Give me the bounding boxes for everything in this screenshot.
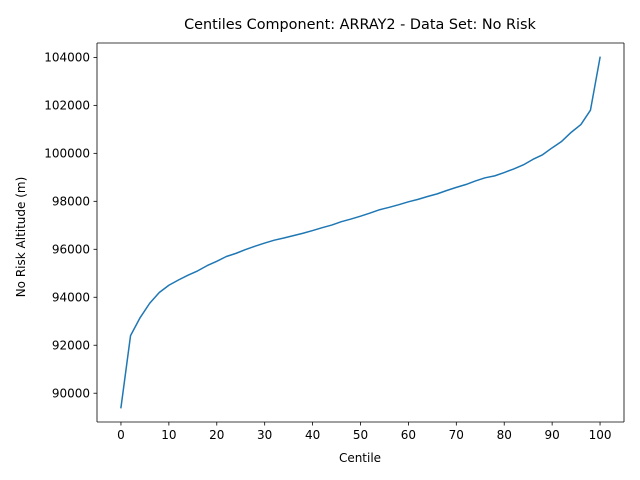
series-line-0	[120, 56, 601, 409]
x-tick-label: 100	[589, 428, 612, 442]
plot-area: 0 10 20 30 40 50 60 70 80 90 100 90000 92000 94000 960…	[44, 42, 625, 442]
y-tick-label: 92000	[52, 339, 90, 353]
y-tick-label: 98000	[52, 195, 90, 209]
x-tick-label: 60	[401, 428, 416, 442]
chart-title: Centiles Component: ARRAY2 - Data Set: N…	[184, 17, 536, 33]
y-tick-label: 102000	[44, 99, 90, 113]
y-tick-label: 96000	[52, 243, 90, 257]
y-axis-label: No Risk Altitude (m)	[14, 177, 28, 298]
x-tick-label: 80	[497, 428, 512, 442]
x-tick-label: 70	[449, 428, 464, 442]
x-tick-label: 10	[161, 428, 176, 442]
y-tick-label: 94000	[52, 291, 90, 305]
x-axis-label: Centile	[339, 451, 381, 465]
y-tick-label: 104000	[44, 51, 90, 65]
x-tick-label: 90	[544, 428, 559, 442]
y-tick-label: 90000	[52, 387, 90, 401]
x-tick-label: 0	[117, 428, 125, 442]
x-tick-label: 30	[257, 428, 272, 442]
y-tick-label: 100000	[44, 147, 90, 161]
x-tick-label: 40	[305, 428, 320, 442]
x-tick-label: 50	[353, 428, 368, 442]
x-tick-label: 20	[209, 428, 224, 442]
